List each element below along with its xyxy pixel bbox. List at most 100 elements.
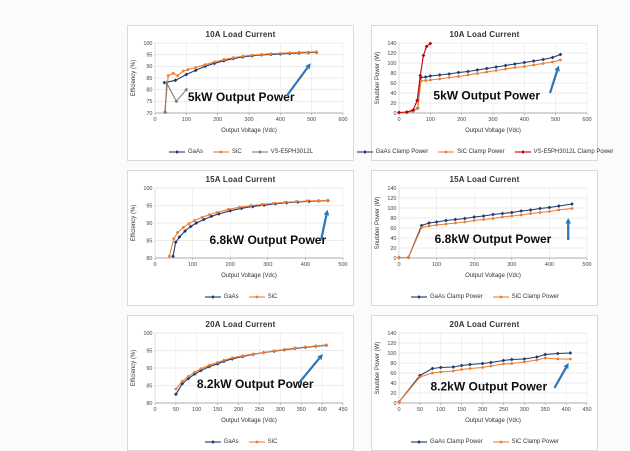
chart-plot-20a-efficiency: 0 50 100 150 200 250 300 350 400 450 80 85 90 95 100 Ou… <box>131 331 348 424</box>
y-axis-label: Efficiency (%) <box>131 350 137 387</box>
legend-marker-icon <box>168 150 185 154</box>
annotation-text: 6.8kW Output Power <box>435 232 552 246</box>
svg-text:0: 0 <box>397 117 400 123</box>
annotation-text: 6.8kW Output Power <box>209 233 326 247</box>
legend-marker-icon <box>438 150 455 154</box>
chart-title: 15A Load Current <box>205 175 276 184</box>
charts-grid: 10A Load Current 0 100 200 300 400 500 600 70 75… <box>127 25 613 451</box>
svg-text:150: 150 <box>213 407 222 413</box>
svg-text:100: 100 <box>387 61 396 67</box>
svg-text:350: 350 <box>297 407 306 413</box>
legend-item: SiC Clamp Power <box>492 438 559 446</box>
svg-text:400: 400 <box>520 117 529 123</box>
svg-text:80: 80 <box>146 256 152 262</box>
legend-marker-icon <box>492 440 509 444</box>
legend-marker-icon <box>248 440 265 444</box>
svg-text:100: 100 <box>188 262 197 268</box>
chart-plot-20a-snubber-power: 0 50 100 150 200 250 300 350 400 450 0 20 40 60 80 100 1… <box>375 331 592 424</box>
svg-text:450: 450 <box>582 407 591 413</box>
legend-label: VS-E5PH3012L <box>270 149 314 155</box>
chart-title: 10A Load Current <box>205 30 276 39</box>
svg-text:90: 90 <box>146 366 152 372</box>
legend-item: GaAs <box>168 148 203 156</box>
legend-item: SiC Clamp Power <box>492 293 559 301</box>
svg-text:500: 500 <box>338 262 347 268</box>
chart-plot-10a-efficiency: 0 100 200 300 400 500 600 70 75 80 85 90 95 100 Output… <box>131 41 348 134</box>
legend-item: GaAs <box>204 438 239 446</box>
svg-text:20: 20 <box>390 101 396 107</box>
svg-text:300: 300 <box>520 407 529 413</box>
svg-text:85: 85 <box>146 383 152 389</box>
legend-marker-icon <box>248 295 265 299</box>
svg-text:40: 40 <box>390 236 396 242</box>
svg-text:120: 120 <box>387 341 396 347</box>
svg-text:75: 75 <box>146 99 152 105</box>
svg-text:300: 300 <box>276 407 285 413</box>
svg-text:250: 250 <box>255 407 264 413</box>
svg-text:80: 80 <box>390 71 396 77</box>
y-axis-label: Snubber Power (W) <box>375 52 381 105</box>
svg-text:60: 60 <box>390 81 396 87</box>
svg-text:50: 50 <box>417 407 423 413</box>
svg-text:95: 95 <box>146 348 152 354</box>
chart-legend: GaAs SiC VS-E5PH3012L <box>128 146 353 158</box>
svg-text:0: 0 <box>393 111 396 117</box>
annotation-text: 5kW Output Power <box>433 89 540 103</box>
svg-text:60: 60 <box>390 226 396 232</box>
legend-label: GaAs <box>187 149 203 155</box>
legend-label: GaAs Clamp Power <box>375 149 429 155</box>
svg-text:140: 140 <box>387 331 396 337</box>
svg-text:200: 200 <box>234 407 243 413</box>
legend-marker-icon <box>204 295 221 299</box>
chart-legend: GaAs SiC <box>128 291 353 303</box>
y-axis-label: Snubber Power (W) <box>375 342 381 395</box>
svg-text:200: 200 <box>457 117 466 123</box>
svg-text:150: 150 <box>457 407 466 413</box>
svg-text:0: 0 <box>153 262 156 268</box>
legend-item: GaAs Clamp Power <box>410 293 483 301</box>
svg-text:250: 250 <box>499 407 508 413</box>
svg-text:400: 400 <box>301 262 310 268</box>
svg-text:0: 0 <box>397 262 400 268</box>
svg-text:95: 95 <box>146 203 152 209</box>
svg-text:400: 400 <box>276 117 285 123</box>
legend-label: VS-E5PH3012L Clamp Power <box>533 149 614 155</box>
svg-text:20: 20 <box>390 246 396 252</box>
x-axis-label: Output Voltage (Vdc) <box>465 273 521 279</box>
svg-text:20: 20 <box>390 391 396 397</box>
svg-text:600: 600 <box>338 117 347 123</box>
legend-marker-icon <box>251 150 268 154</box>
svg-text:85: 85 <box>146 238 152 244</box>
svg-text:200: 200 <box>470 262 479 268</box>
svg-text:60: 60 <box>390 371 396 377</box>
x-axis-label: Output Voltage (Vdc) <box>465 418 521 424</box>
chart-card-10a-efficiency: 10A Load Current 0 100 200 300 400 500 600 70 75… <box>127 25 354 161</box>
svg-text:70: 70 <box>146 111 152 117</box>
svg-text:500: 500 <box>551 117 560 123</box>
svg-text:0: 0 <box>153 407 156 413</box>
svg-text:100: 100 <box>436 407 445 413</box>
chart-plot-15a-efficiency: 0 100 200 300 400 500 80 85 90 95 100 Output Voltag… <box>131 186 348 279</box>
annotation-text: 5kW Output Power <box>188 90 295 104</box>
svg-text:200: 200 <box>226 262 235 268</box>
legend-label: SiC <box>231 149 242 155</box>
chart-legend: GaAs Clamp Power SiC Clamp Power VS-E5PH30… <box>356 146 613 158</box>
legend-item: GaAs Clamp Power <box>410 438 483 446</box>
x-axis-label: Output Voltage (Vdc) <box>221 273 277 279</box>
chart-title: 20A Load Current <box>449 320 520 329</box>
svg-text:200: 200 <box>213 117 222 123</box>
legend-label: SiC <box>267 294 278 300</box>
legend-marker-icon <box>514 150 531 154</box>
legend-item: SiC <box>212 148 242 156</box>
svg-text:200: 200 <box>478 407 487 413</box>
legend-label: GaAs <box>223 294 239 300</box>
svg-text:140: 140 <box>387 41 396 47</box>
svg-text:400: 400 <box>318 407 327 413</box>
legend-marker-icon <box>410 440 427 444</box>
legend-item: VS-E5PH3012L Clamp Power <box>514 148 614 156</box>
legend-marker-icon <box>410 295 427 299</box>
chart-card-15a-snubber-power: 15A Load Current 0 100 200 300 400 500 0 20 40 60… <box>371 170 598 306</box>
svg-text:100: 100 <box>432 262 441 268</box>
legend-item: GaAs <box>204 293 239 301</box>
legend-item: GaAs Clamp Power <box>356 148 429 156</box>
